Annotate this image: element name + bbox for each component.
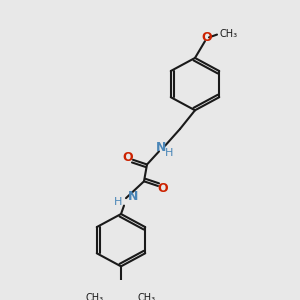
- Text: CH₃: CH₃: [219, 28, 237, 39]
- Text: O: O: [158, 182, 168, 195]
- Text: H: H: [165, 148, 173, 158]
- Text: CH₃: CH₃: [138, 293, 156, 300]
- Text: O: O: [123, 151, 133, 164]
- Text: O: O: [202, 31, 212, 44]
- Text: CH₃: CH₃: [86, 293, 104, 300]
- Text: N: N: [128, 190, 138, 203]
- Text: H: H: [114, 197, 122, 207]
- Text: N: N: [156, 141, 166, 154]
